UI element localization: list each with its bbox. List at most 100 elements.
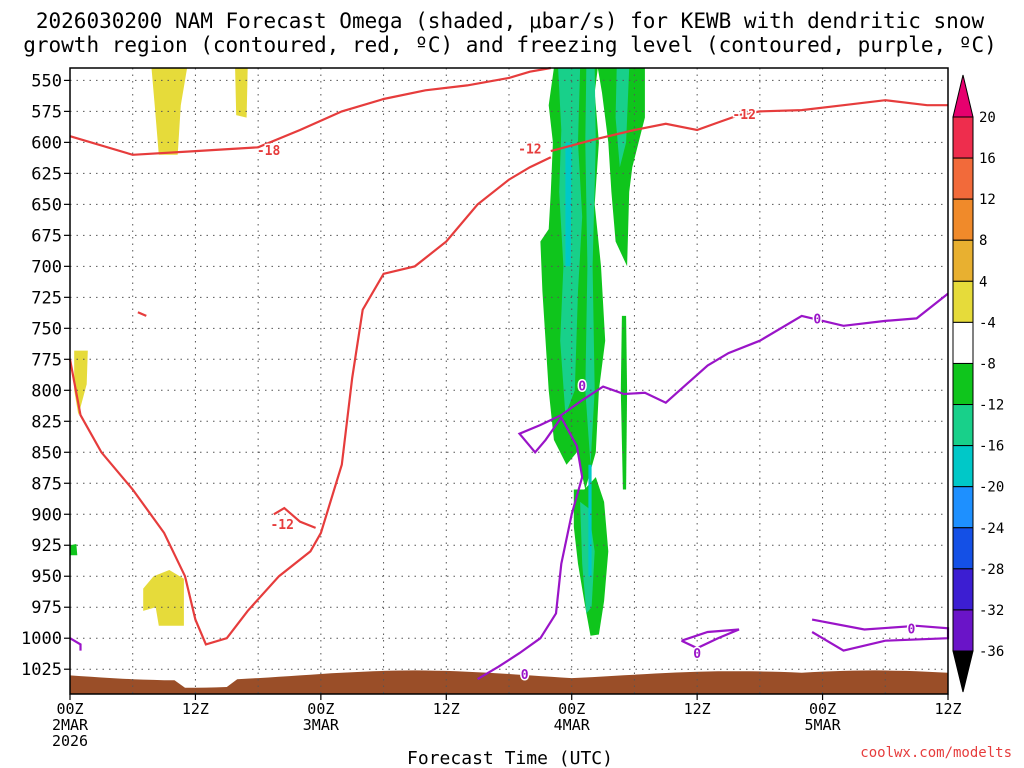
contour-label-8: 0 bbox=[908, 622, 916, 637]
y-tick-label-875: 875 bbox=[31, 474, 62, 494]
plot-frame bbox=[69, 67, 949, 695]
contour-label-7: 0 bbox=[693, 647, 701, 662]
y-tick-label-925: 925 bbox=[31, 536, 62, 556]
contour-label-0: -18 bbox=[257, 144, 281, 159]
omega-region-8 bbox=[620, 315, 628, 490]
contour-label-5: 0 bbox=[813, 312, 821, 327]
omega-region-12 bbox=[615, 68, 630, 168]
x-tick-label-12-1: 12Z bbox=[182, 700, 209, 718]
chart-title-line2: growth region (contoured, red, ºC) and f… bbox=[23, 33, 997, 57]
y-tick-label-825: 825 bbox=[31, 412, 62, 432]
y-tick-label-1025: 1025 bbox=[21, 660, 62, 680]
y-tick-label-725: 725 bbox=[31, 288, 62, 308]
surface-terrain bbox=[70, 670, 948, 694]
omega-region-1 bbox=[235, 68, 248, 118]
colorbar-band-9 bbox=[952, 486, 974, 529]
contour-label-2: -12 bbox=[518, 143, 541, 158]
x-tick-label-0-2: 2MAR bbox=[52, 716, 89, 734]
colorbar-band-3 bbox=[952, 239, 974, 282]
contour-label-3: -12 bbox=[732, 108, 755, 123]
x-tick-label-60-1: 12Z bbox=[684, 700, 711, 718]
plot-area: -18 -12 -12 -12 0 0 0 0 0 bbox=[68, 66, 950, 695]
x-tick-label-24-2: 3MAR bbox=[303, 716, 340, 734]
y-tick-label-900: 900 bbox=[31, 505, 62, 525]
omega-region-4 bbox=[70, 544, 78, 556]
y-tick-label-800: 800 bbox=[31, 381, 62, 401]
colorbar-label-11: -28 bbox=[979, 562, 1004, 578]
contour-label-6: 0 bbox=[521, 668, 529, 683]
colorbar-label-4: 4 bbox=[979, 274, 987, 290]
y-tick-label-700: 700 bbox=[31, 257, 62, 277]
red-contour-branch bbox=[273, 506, 317, 529]
purple-freezing-edge bbox=[69, 637, 82, 651]
x-tick-label-0-3: 2026 bbox=[52, 732, 88, 750]
colorbar-top-arrow bbox=[952, 74, 974, 118]
red-contour-middle bbox=[68, 156, 552, 646]
y-tick-label-1000: 1000 bbox=[21, 629, 62, 649]
x-tick-label-0-1: 00Z bbox=[56, 700, 83, 718]
x-tick-label-84-1: 12Z bbox=[934, 700, 961, 718]
colorbar-band-4 bbox=[952, 280, 974, 323]
colorbar: 20 16 12 8 4 -4 -8 -12 -16 -20 -24 -28 -32 -36 bbox=[952, 74, 1004, 693]
colorbar-label-7: -12 bbox=[979, 398, 1004, 414]
y-tick-label-650: 650 bbox=[31, 195, 62, 215]
red-contour-upper-right bbox=[550, 99, 948, 153]
omega-region-7 bbox=[597, 68, 645, 267]
colorbar-band-0 bbox=[952, 116, 974, 159]
colorbar-band-1 bbox=[952, 157, 974, 200]
y-tick-label-975: 975 bbox=[31, 598, 62, 618]
credit-text: coolwx.com/modelts bbox=[860, 745, 1012, 761]
contour-labels: -18 -12 -12 -12 0 0 0 0 0 bbox=[255, 106, 917, 684]
colorbar-label-8: -16 bbox=[979, 439, 1004, 455]
omega-region-3 bbox=[143, 570, 184, 626]
colorbar-label-6: -8 bbox=[979, 356, 996, 372]
colorbar-label-13: -36 bbox=[979, 644, 1004, 660]
x-tick-label-36-1: 12Z bbox=[433, 700, 460, 718]
colorbar-bottom-arrow bbox=[952, 650, 974, 693]
y-axis-ticks: 550 575 600 625 650 675 700 725 750 775 800 825 850 8… bbox=[21, 71, 70, 680]
x-tick-label-48-1: 00Z bbox=[558, 700, 585, 718]
chart-title-line1: 2026030200 NAM Forecast Omega (shaded, μ… bbox=[36, 9, 985, 33]
colorbar-label-12: -32 bbox=[979, 603, 1004, 619]
y-tick-label-850: 850 bbox=[31, 443, 62, 463]
x-tick-label-72-1: 00Z bbox=[809, 700, 836, 718]
x-axis-label: Forecast Time (UTC) bbox=[407, 748, 613, 768]
colorbar-band-5 bbox=[952, 321, 974, 364]
contour-label-4: 0 bbox=[578, 379, 586, 394]
red-contour-small bbox=[137, 311, 147, 317]
x-tick-label-24-1: 00Z bbox=[307, 700, 334, 718]
colorbar-band-12 bbox=[952, 609, 974, 652]
y-tick-label-625: 625 bbox=[31, 164, 62, 184]
y-tick-label-750: 750 bbox=[31, 319, 62, 339]
terrain-fill bbox=[70, 670, 948, 694]
grid-lines bbox=[70, 68, 948, 694]
colorbar-label-10: -24 bbox=[979, 521, 1004, 537]
colorbar-label-9: -20 bbox=[979, 480, 1004, 496]
purple-freezing-line bbox=[477, 292, 949, 681]
colorbar-band-11 bbox=[952, 568, 974, 611]
omega-region-0 bbox=[151, 68, 188, 155]
omega-region-13 bbox=[565, 142, 572, 267]
y-tick-label-775: 775 bbox=[31, 350, 62, 370]
colorbar-band-2 bbox=[952, 198, 974, 241]
contour-lines bbox=[68, 66, 950, 681]
contour-label-1: -12 bbox=[270, 518, 293, 533]
y-tick-label-950: 950 bbox=[31, 567, 62, 587]
colorbar-band-10 bbox=[952, 527, 974, 570]
y-tick-label-550: 550 bbox=[31, 71, 62, 91]
colorbar-label-5: -4 bbox=[979, 315, 996, 331]
y-tick-label-575: 575 bbox=[31, 102, 62, 122]
colorbar-label-1: 16 bbox=[979, 151, 996, 167]
colorbar-band-7 bbox=[952, 404, 974, 447]
colorbar-band-6 bbox=[952, 362, 974, 406]
colorbar-label-0: 20 bbox=[979, 110, 996, 126]
colorbar-label-2: 12 bbox=[979, 192, 996, 208]
purple-freezing-loop-1 bbox=[681, 628, 740, 650]
y-tick-label-675: 675 bbox=[31, 226, 62, 246]
x-tick-label-72-2: 5MAR bbox=[805, 716, 842, 734]
y-tick-label-600: 600 bbox=[31, 133, 62, 153]
omega-region-14 bbox=[588, 464, 592, 577]
red-contour-upper bbox=[69, 66, 551, 156]
